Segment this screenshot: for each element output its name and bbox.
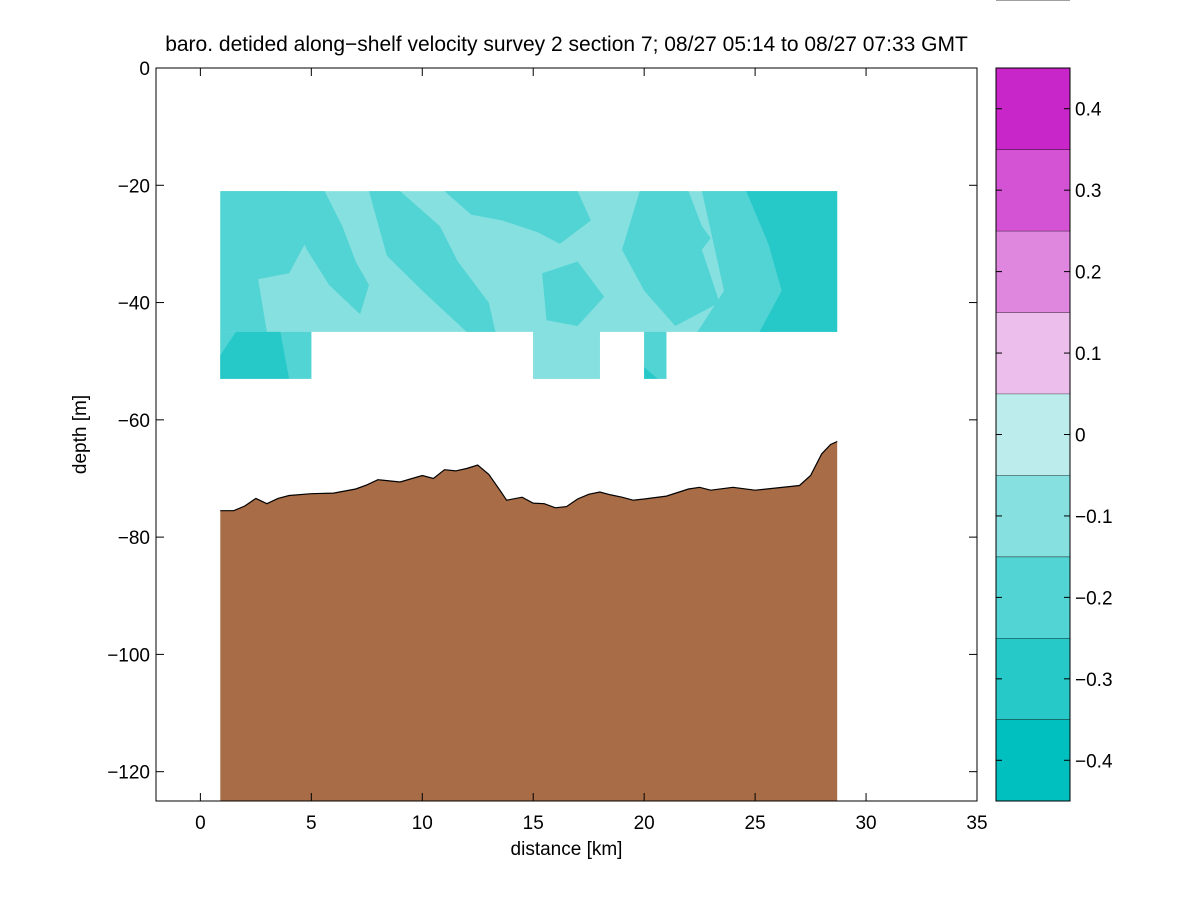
x-axis-label: distance [km] <box>511 839 623 860</box>
contour-patch-0 <box>220 191 312 332</box>
colorbar-tick-label-8: 0.4 <box>1075 100 1102 121</box>
x-tick-label-4: 20 <box>634 813 655 834</box>
contour-patch-7 <box>746 191 838 332</box>
y-tick-label-0: 0 <box>139 59 150 80</box>
contour-patch-11 <box>644 331 667 379</box>
contour-patch-2 <box>369 191 496 332</box>
colorbar-tick-label-2: −0.2 <box>1075 588 1113 609</box>
colorbar-swatch-5 <box>996 312 1070 394</box>
x-tick-label-5: 25 <box>745 813 766 834</box>
colorbar-tick-label-3: −0.1 <box>1075 507 1113 528</box>
y-tick-label-4: −80 <box>118 528 150 549</box>
colorbar-swatch-2 <box>996 556 1070 639</box>
colorbar-swatch-6 <box>996 230 1070 313</box>
contour-patch-10 <box>533 331 600 379</box>
y-tick-label-1: −20 <box>118 176 150 197</box>
contour-patch-4 <box>542 261 605 326</box>
y-tick-label-5: −100 <box>107 645 150 666</box>
x-tick-label-2: 10 <box>412 813 433 834</box>
contour-patch-12 <box>644 367 658 379</box>
colorbar-swatch-7 <box>996 149 1070 231</box>
colorbar-swatch-8 <box>996 68 1070 150</box>
colorbar-tick-label-1: −0.3 <box>1075 670 1113 691</box>
y-axis-label: depth [m] <box>70 395 91 474</box>
colorbar-swatch-0 <box>996 719 1070 801</box>
x-tick-label-1: 5 <box>306 813 317 834</box>
x-tick-label-7: 35 <box>966 813 987 834</box>
contour-patch-9 <box>220 331 290 379</box>
contour-patch-3 <box>444 191 591 244</box>
x-tick-label-6: 30 <box>855 813 876 834</box>
colorbar-tick-label-6: 0.2 <box>1075 263 1101 284</box>
colorbar-swatch-4 <box>996 393 1070 476</box>
colorbar-tick-label-4: 0 <box>1075 426 1086 447</box>
colorbar-swatch-1 <box>996 638 1070 720</box>
y-tick-label-3: −60 <box>118 411 150 432</box>
y-tick-label-6: −120 <box>107 763 150 784</box>
colorbar-tick-label-0: −0.4 <box>1075 751 1113 772</box>
contour-patch-1 <box>280 191 369 315</box>
contour-patch-5 <box>622 191 720 326</box>
axes-frame <box>155 67 978 802</box>
chart-title: baro. detided along−shelf velocity surve… <box>165 33 968 56</box>
colorbar-swatch-3 <box>996 475 1070 557</box>
colorbar-tick-label-7: 0.3 <box>1075 181 1101 202</box>
seafloor-line <box>220 440 838 512</box>
colorbar-tick-label-5: 0.1 <box>1075 344 1101 365</box>
x-tick-label-3: 15 <box>523 813 544 834</box>
seafloor-fill <box>220 441 838 801</box>
x-tick-label-0: 0 <box>195 813 206 834</box>
y-tick-label-2: −40 <box>118 294 150 315</box>
